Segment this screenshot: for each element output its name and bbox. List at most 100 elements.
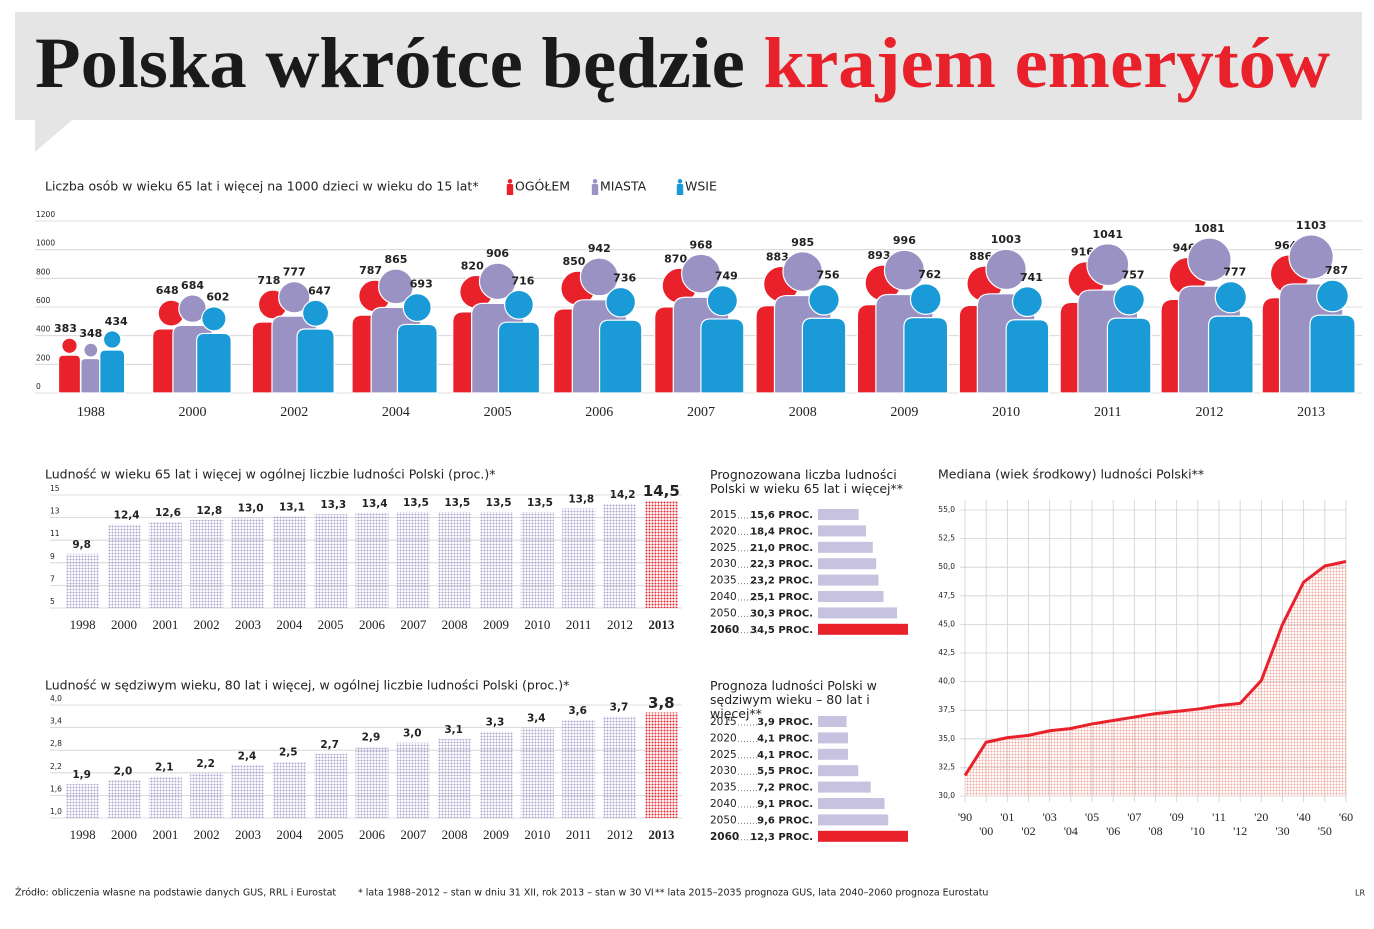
- value-label: 1081: [1194, 222, 1225, 235]
- x-tick-label: 2009: [483, 827, 509, 842]
- value-label: 968: [690, 238, 713, 251]
- x-tick-label: 2005: [318, 827, 344, 842]
- value-label: 2,0: [114, 765, 133, 777]
- y-tick-label: 1000: [36, 239, 55, 248]
- value-label: 893: [868, 249, 891, 262]
- value-label: 23,2 PROC.: [750, 576, 813, 587]
- x-tick-label: '08: [1148, 824, 1162, 838]
- value-label: 777: [283, 266, 306, 279]
- value-label: 13,1: [279, 501, 305, 513]
- bar: [66, 553, 100, 608]
- y-tick-label: 5: [50, 597, 55, 606]
- x-tick-label: 2012: [1195, 405, 1223, 420]
- value-label: 18,4 PROC.: [750, 526, 813, 537]
- header-box: [15, 12, 1362, 120]
- category-label: 2035: [710, 575, 737, 587]
- bar: [818, 607, 898, 619]
- value-label: 647: [308, 284, 331, 297]
- value-label: 762: [918, 268, 941, 281]
- chart-title: Prognozowana liczba ludności Polski w wi…: [710, 467, 903, 496]
- value-label: 716: [511, 274, 534, 287]
- value-label: 25,1 PROC.: [750, 592, 813, 603]
- y-tick-label: 30,0: [938, 791, 955, 800]
- bar: [818, 765, 859, 777]
- x-tick-label: 2011: [1094, 405, 1121, 420]
- x-tick-label: 2010: [992, 405, 1020, 420]
- value-label: 30,3 PROC.: [750, 608, 813, 619]
- bar: [314, 753, 348, 818]
- person-mark: [1309, 279, 1356, 394]
- value-label: 7,2 PROC.: [757, 783, 813, 794]
- category-label: 2020: [710, 525, 737, 537]
- x-tick-label: '04: [1064, 824, 1078, 838]
- value-label: 13,5: [527, 497, 553, 509]
- x-tick-label: 2006: [359, 617, 386, 632]
- bar: [396, 511, 430, 608]
- value-label: 9,6 PROC.: [757, 815, 813, 826]
- category-label: 2025: [710, 542, 737, 554]
- person-mark: [1005, 286, 1050, 394]
- bar: [148, 776, 182, 818]
- bar: [272, 761, 306, 818]
- person-mark: [598, 286, 643, 394]
- value-label: 12,4: [114, 509, 140, 521]
- line: [963, 560, 1347, 777]
- category-label: 2030: [710, 558, 737, 570]
- y-tick-label: 3,4: [50, 717, 62, 726]
- value-label: 1103: [1296, 219, 1327, 232]
- y-tick-label: 37,5: [938, 705, 955, 714]
- x-tick-label: 2002: [194, 827, 220, 842]
- bar: [107, 780, 141, 818]
- x-tick-label: 2011: [566, 617, 592, 632]
- value-label: 3,3: [486, 716, 505, 728]
- value-label: 3,9 PROC.: [757, 717, 813, 728]
- x-tick-label: 2007: [400, 617, 427, 632]
- bar: [818, 623, 908, 635]
- bar: [603, 716, 637, 818]
- bar: [396, 742, 430, 818]
- value-label: 906: [486, 247, 509, 260]
- value-label: 13,0: [238, 503, 264, 515]
- x-tick-label: '40: [1297, 810, 1311, 824]
- value-label: 12,3 PROC.: [750, 832, 813, 843]
- bar: [272, 516, 306, 608]
- chart-title: Ludność w sędziwym wieku, 80 lat i więce…: [45, 678, 569, 693]
- value-label: 602: [206, 291, 229, 304]
- bar: [314, 514, 348, 608]
- bar: [818, 509, 859, 520]
- y-tick-label: 32,5: [938, 762, 955, 771]
- x-tick-label: '06: [1106, 824, 1120, 838]
- value-label: 2,2: [196, 758, 215, 770]
- y-tick-label: 47,5: [938, 591, 955, 600]
- x-tick-label: '01: [1000, 810, 1014, 824]
- bar: [520, 511, 554, 608]
- value-label: 3,0: [403, 728, 422, 740]
- bar: [231, 517, 265, 608]
- chart-title: Mediana (wiek środkowy) ludności Polski*…: [938, 467, 1204, 482]
- legend-label: MIASTA: [600, 179, 647, 194]
- x-tick-label: 1998: [70, 827, 96, 842]
- value-label: 22,3 PROC.: [750, 559, 813, 570]
- bar: [479, 731, 513, 818]
- x-tick-label: '12: [1233, 824, 1247, 838]
- y-tick-label: 800: [36, 267, 51, 276]
- x-tick-label: 2004: [276, 827, 303, 842]
- value-label: 648: [156, 284, 179, 297]
- category-label: 2050: [710, 814, 737, 826]
- value-label: 749: [715, 270, 738, 283]
- value-label: 777: [1223, 266, 1246, 279]
- bar: [644, 712, 678, 818]
- value-label: 886: [969, 250, 992, 263]
- x-tick-label: 2010: [524, 617, 550, 632]
- y-tick-label: 2,8: [50, 739, 62, 748]
- value-label: 870: [664, 252, 687, 265]
- value-label: 13,5: [403, 497, 429, 509]
- value-label: 942: [588, 242, 611, 255]
- x-tick-label: 2001: [152, 617, 178, 632]
- value-label: 1003: [991, 233, 1022, 246]
- y-tick-label: 42,5: [938, 648, 955, 657]
- x-tick-label: 2011: [566, 827, 592, 842]
- x-tick-label: 2009: [890, 405, 918, 420]
- value-label: 2,9: [362, 731, 381, 743]
